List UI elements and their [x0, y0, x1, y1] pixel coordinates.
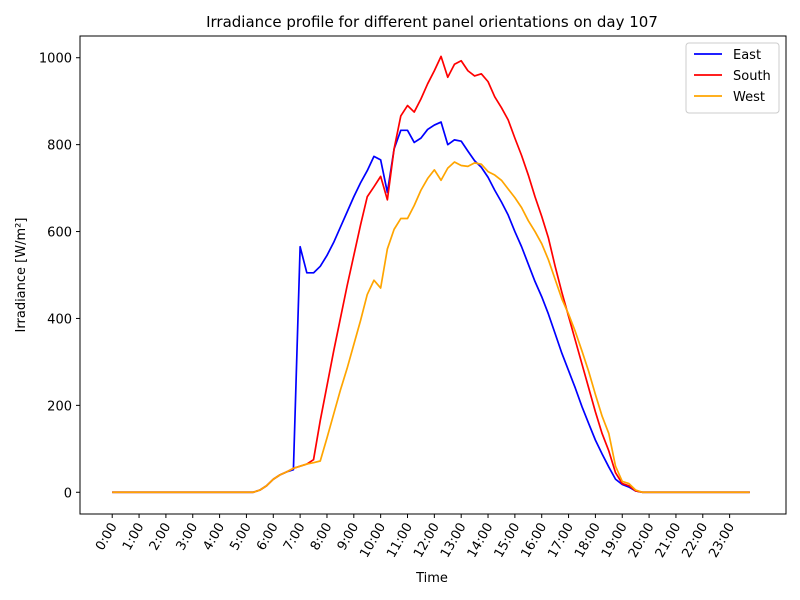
chart-title: Irradiance profile for different panel o…	[206, 13, 658, 31]
series-line-west	[112, 161, 750, 494]
x-axis-title: Time	[415, 571, 448, 586]
x-axis: 0:00 1:00 2:00 3:00 4:00 5:00 6:00 7:00 8:00 9:00…	[93, 514, 738, 560]
y-tick-label: 1000	[39, 52, 72, 67]
legend-label-east: East	[733, 48, 761, 63]
y-tick-label: 0	[64, 486, 72, 501]
y-axis-title: Irradiance [W/m²]	[14, 218, 29, 333]
y-tick-label: 200	[47, 399, 72, 414]
series-line-east	[112, 121, 750, 494]
y-tick-label: 400	[47, 312, 72, 327]
series-lines	[112, 55, 750, 494]
plot-frame	[79, 35, 787, 515]
y-tick-label: 600	[47, 226, 72, 241]
legend-label-west: West	[733, 90, 765, 105]
legend-label-south: South	[733, 69, 771, 84]
y-axis: 0 200 400 600 800 1000	[39, 52, 80, 501]
series-line-south	[112, 55, 750, 494]
y-tick-label: 800	[47, 139, 72, 154]
legend: East South West	[685, 42, 780, 114]
